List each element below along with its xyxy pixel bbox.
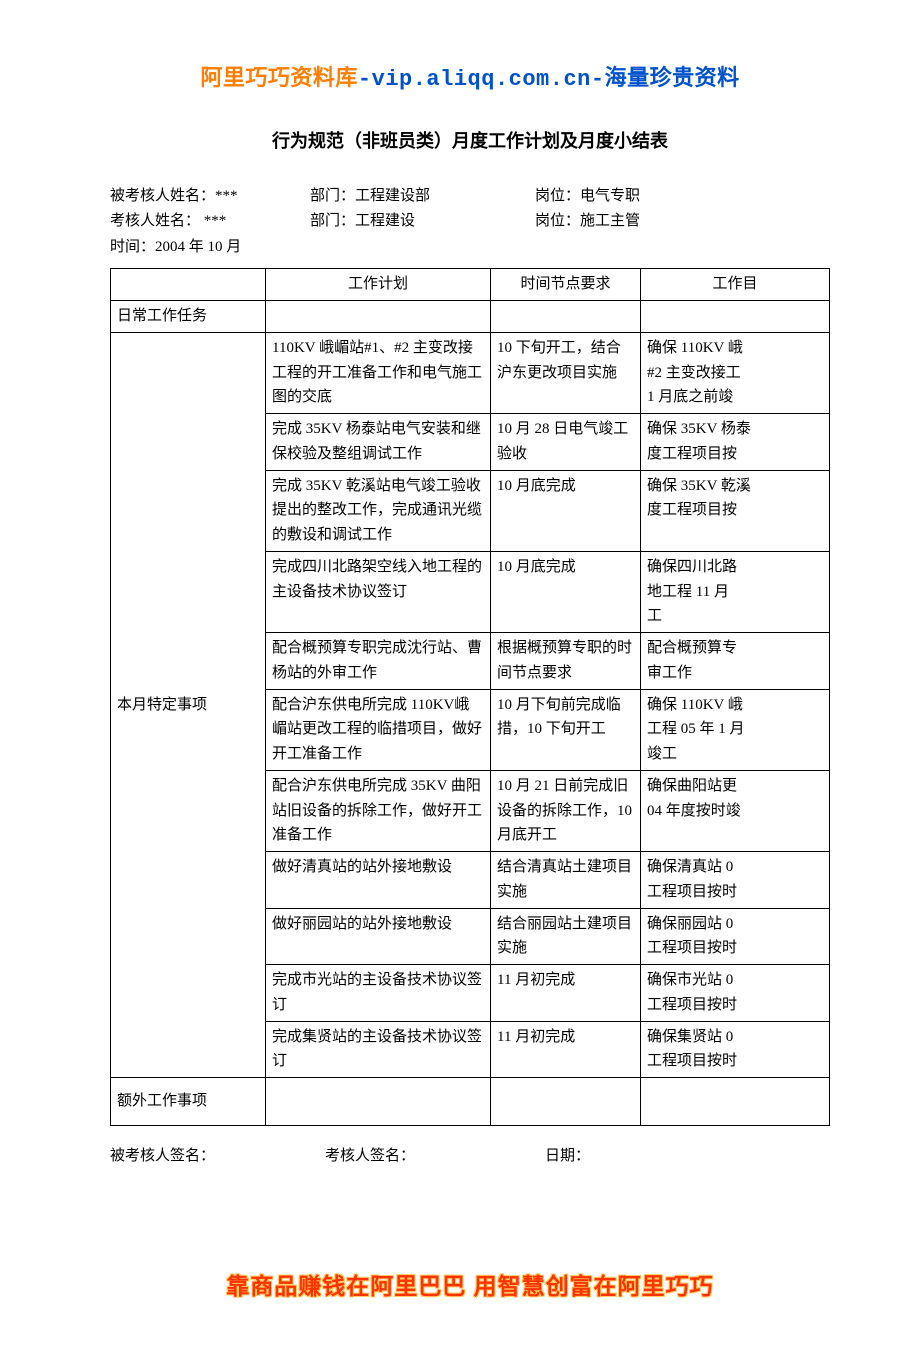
sig-assessee: 被考核人签名： (110, 1144, 325, 1168)
info-line-2: 考核人姓名： *** 部门：工程建设 岗位：施工主管 (110, 209, 830, 235)
special-target: 确保 35KV 杨泰 度工程项目按 (641, 414, 830, 471)
special-time: 10 月 21 日前完成旧设备的拆除工作，10 月底开工 (491, 770, 641, 851)
document-title: 行为规范（非班员类）月度工作计划及月度小结表 (110, 127, 830, 156)
sig-assessor: 考核人签名： (325, 1144, 545, 1168)
assessee-dept: 部门：工程建设部 (310, 184, 535, 210)
special-target: 确保丽园站 0 工程项目按时 (641, 908, 830, 965)
extra-time (491, 1078, 641, 1126)
assessor-post: 岗位：施工主管 (535, 209, 830, 235)
plan-table: 工作计划 时间节点要求 工作目 日常工作任务 本月特定事项110KV 峨嵋站#1… (110, 268, 830, 1126)
header-blank (111, 269, 266, 301)
header-time: 时间节点要求 (491, 269, 641, 301)
daily-target (641, 301, 830, 333)
special-time: 结合清真站土建项目实施 (491, 852, 641, 909)
assessor-name: 考核人姓名： *** (110, 209, 310, 235)
special-plan: 完成市光站的主设备技术协议签订 (266, 965, 491, 1022)
info-block: 被考核人姓名：*** 部门：工程建设部 岗位：电气专职 考核人姓名： *** 部… (110, 184, 830, 261)
banner-seg3: 海量珍贵资料 (605, 65, 740, 90)
special-plan: 做好丽园站的站外接地敷设 (266, 908, 491, 965)
sig-date: 日期： (545, 1144, 830, 1168)
special-plan: 完成集贤站的主设备技术协议签订 (266, 1021, 491, 1078)
special-target: 确保清真站 0 工程项目按时 (641, 852, 830, 909)
special-time: 10 月下旬前完成临措，10 下旬开工 (491, 689, 641, 770)
daily-plan (266, 301, 491, 333)
special-target: 确保集贤站 0 工程项目按时 (641, 1021, 830, 1078)
special-plan: 完成四川北路架空线入地工程的主设备技术协议签订 (266, 551, 491, 632)
special-target: 确保市光站 0 工程项目按时 (641, 965, 830, 1022)
special-target: 确保 35KV 乾溪 度工程项目按 (641, 470, 830, 551)
assessor-dept: 部门：工程建设 (310, 209, 535, 235)
special-time: 11 月初完成 (491, 965, 641, 1022)
special-time: 10 月底完成 (491, 551, 641, 632)
special-plan: 完成 35KV 乾溪站电气竣工验收提出的整改工作，完成通讯光缆的敷设和调试工作 (266, 470, 491, 551)
special-plan: 110KV 峨嵋站#1、#2 主变改接工程的开工准备工作和电气施工图的交底 (266, 332, 491, 413)
banner-seg1: 阿里巧巧资料库 (200, 65, 358, 90)
special-time: 10 月 28 日电气竣工验收 (491, 414, 641, 471)
table-header-row: 工作计划 时间节点要求 工作目 (111, 269, 830, 301)
daily-time (491, 301, 641, 333)
special-target: 确保四川北路 地工程 11 月 工 (641, 551, 830, 632)
special-time: 结合丽园站土建项目实施 (491, 908, 641, 965)
special-target: 配合概预算专 审工作 (641, 633, 830, 690)
extra-target (641, 1078, 830, 1126)
extra-task-row: 额外工作事项 (111, 1078, 830, 1126)
report-date: 时间：2004 年 10 月 (110, 235, 310, 261)
special-time: 11 月初完成 (491, 1021, 641, 1078)
banner-bottom: 靠商品赚钱在阿里巴巴 用智慧创富在阿里巧巧 (110, 1268, 830, 1305)
special-target: 确保 110KV 峨 #2 主变改接工 1 月底之前竣 (641, 332, 830, 413)
special-plan: 配合沪东供电所完成 35KV 曲阳站旧设备的拆除工作，做好开工准备工作 (266, 770, 491, 851)
assessee-name: 被考核人姓名：*** (110, 184, 310, 210)
header-plan: 工作计划 (266, 269, 491, 301)
banner-seg2: vip.aliqq.com.cn (372, 67, 591, 92)
special-plan: 配合沪东供电所完成 110KV峨嵋站更改工程的临措项目，做好开工准备工作 (266, 689, 491, 770)
header-target: 工作目 (641, 269, 830, 301)
info-line-1: 被考核人姓名：*** 部门：工程建设部 岗位：电气专职 (110, 184, 830, 210)
info-line-3: 时间：2004 年 10 月 (110, 235, 830, 261)
special-target: 确保曲阳站更 04 年度按时竣 (641, 770, 830, 851)
special-task-label: 本月特定事项 (111, 332, 266, 1077)
banner-dash2: - (591, 67, 605, 92)
daily-task-label: 日常工作任务 (111, 301, 266, 333)
special-time: 根据概预算专职的时间节点要求 (491, 633, 641, 690)
extra-task-label: 额外工作事项 (111, 1078, 266, 1126)
signature-line: 被考核人签名： 考核人签名： 日期： (110, 1144, 830, 1168)
special-plan: 完成 35KV 杨泰站电气安装和继保校验及整组调试工作 (266, 414, 491, 471)
banner-top: 阿里巧巧资料库-vip.aliqq.com.cn-海量珍贵资料 (110, 60, 830, 97)
special-target: 确保 110KV 峨 工程 05 年 1 月 竣工 (641, 689, 830, 770)
special-row: 本月特定事项110KV 峨嵋站#1、#2 主变改接工程的开工准备工作和电气施工图… (111, 332, 830, 413)
special-plan: 做好清真站的站外接地敷设 (266, 852, 491, 909)
special-time: 10 下旬开工，结合沪东更改项目实施 (491, 332, 641, 413)
table-wrapper: 工作计划 时间节点要求 工作目 日常工作任务 本月特定事项110KV 峨嵋站#1… (110, 266, 830, 1126)
special-time: 10 月底完成 (491, 470, 641, 551)
assessee-post: 岗位：电气专职 (535, 184, 830, 210)
extra-plan (266, 1078, 491, 1126)
special-plan: 配合概预算专职完成沈行站、曹杨站的外审工作 (266, 633, 491, 690)
daily-task-row: 日常工作任务 (111, 301, 830, 333)
banner-dash1: - (358, 67, 372, 92)
